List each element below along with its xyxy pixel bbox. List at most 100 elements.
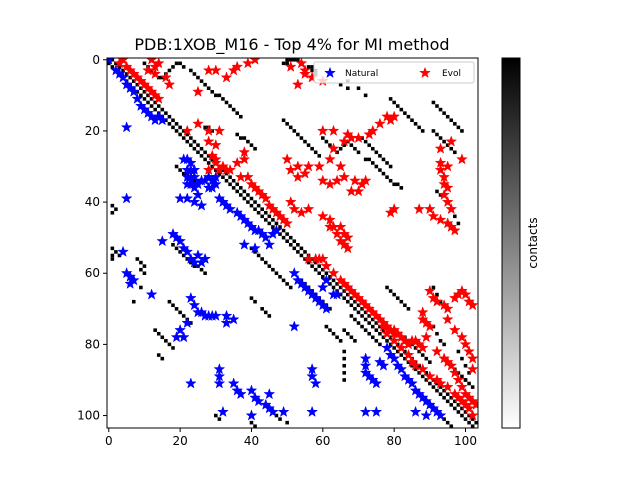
contact-cell [235,132,239,137]
contact-cell [181,253,186,258]
contact-cell [403,356,407,361]
contact-cell [131,299,136,304]
contact-cell [110,246,115,251]
contact-cell [395,182,400,187]
contact-cell [285,58,289,62]
contact-cell [360,314,364,318]
contact-cell [310,257,314,261]
contact-cell [299,246,304,251]
contact-cell [381,157,386,162]
contact-cell [185,132,190,137]
contact-cell [160,75,165,80]
contact-cell [139,260,143,265]
contact-cell [156,104,161,108]
contact-cell [178,250,182,254]
contact-cell [199,154,204,158]
contact-cell [338,146,343,151]
contact-cell [428,360,432,364]
contact-cell [260,214,264,219]
contact-cell [374,150,379,155]
contact-cell [235,111,239,115]
contact-cell [328,307,332,311]
contact-cell [460,129,464,133]
contact-cell [399,299,404,304]
contact-cell [388,342,393,347]
contact-cell [181,65,186,69]
contact-cell [238,114,243,119]
contact-cell [153,100,157,105]
contact-cell [210,164,215,169]
contact-cell [146,100,150,105]
contact-cell [214,168,218,172]
contact-cell [235,189,239,194]
contact-cell [431,324,436,329]
contact-cell [438,193,443,197]
contact-cell [395,104,400,108]
contact-cell [406,114,411,119]
contact-cell [353,339,357,343]
contact-cell [456,410,461,414]
x-tick-label: 0 [105,434,113,448]
contact-cell [185,257,190,261]
contact-cell [171,243,175,247]
contact-cell [399,107,404,112]
contact-cell [445,392,450,396]
contact-cell [296,243,300,247]
contact-cell [210,157,215,162]
contact-cell [453,406,457,411]
contact-cell [403,111,407,115]
contact-cell [288,243,293,247]
contact-cell [249,296,254,300]
contact-cell [203,157,207,162]
contact-cell [167,114,172,119]
contact-cell [171,125,175,130]
contact-cell [167,122,172,126]
contact-cell [403,349,407,354]
contact-cell [435,189,439,194]
contact-cell [324,139,329,144]
contact-cell [249,196,254,201]
contact-cell [406,307,411,311]
contact-cell [328,328,332,332]
contact-cell [135,82,140,87]
contact-cell [370,317,375,322]
contact-cell [263,310,268,315]
contact-cell [281,61,286,66]
contact-cell [303,139,307,144]
contact-cell [110,203,115,208]
contact-cell [256,203,261,208]
contact-cell [160,356,165,361]
contact-cell [246,139,250,144]
contact-cell [474,420,478,425]
contact-cell [349,335,354,340]
contact-cell [395,349,400,354]
contact-cell [167,299,172,304]
legend: Natural Evol [313,61,475,84]
contact-cell [388,164,393,169]
contact-cell [196,75,200,80]
contact-cell [442,388,446,393]
contact-cell [253,250,257,254]
contact-cell [263,218,268,222]
contact-cell [456,371,461,375]
contact-cell [435,292,439,297]
contact-cell [435,388,439,393]
contact-cell [260,207,264,211]
contact-cell [328,275,332,279]
contact-cell [149,68,154,73]
contact-cell [342,143,347,147]
contact-cell [206,86,211,91]
contact-cell [281,118,286,123]
contact-cell [206,154,211,158]
contact-cell [288,235,293,240]
contact-cell [253,146,257,151]
contact-cell [224,178,229,183]
contact-cell [110,257,115,261]
contact-cell [363,317,368,322]
contact-cell [285,122,289,126]
contact-cell [324,271,329,276]
contact-cell [360,307,364,311]
contact-cell [196,264,200,268]
x-tick-label: 100 [454,434,477,448]
